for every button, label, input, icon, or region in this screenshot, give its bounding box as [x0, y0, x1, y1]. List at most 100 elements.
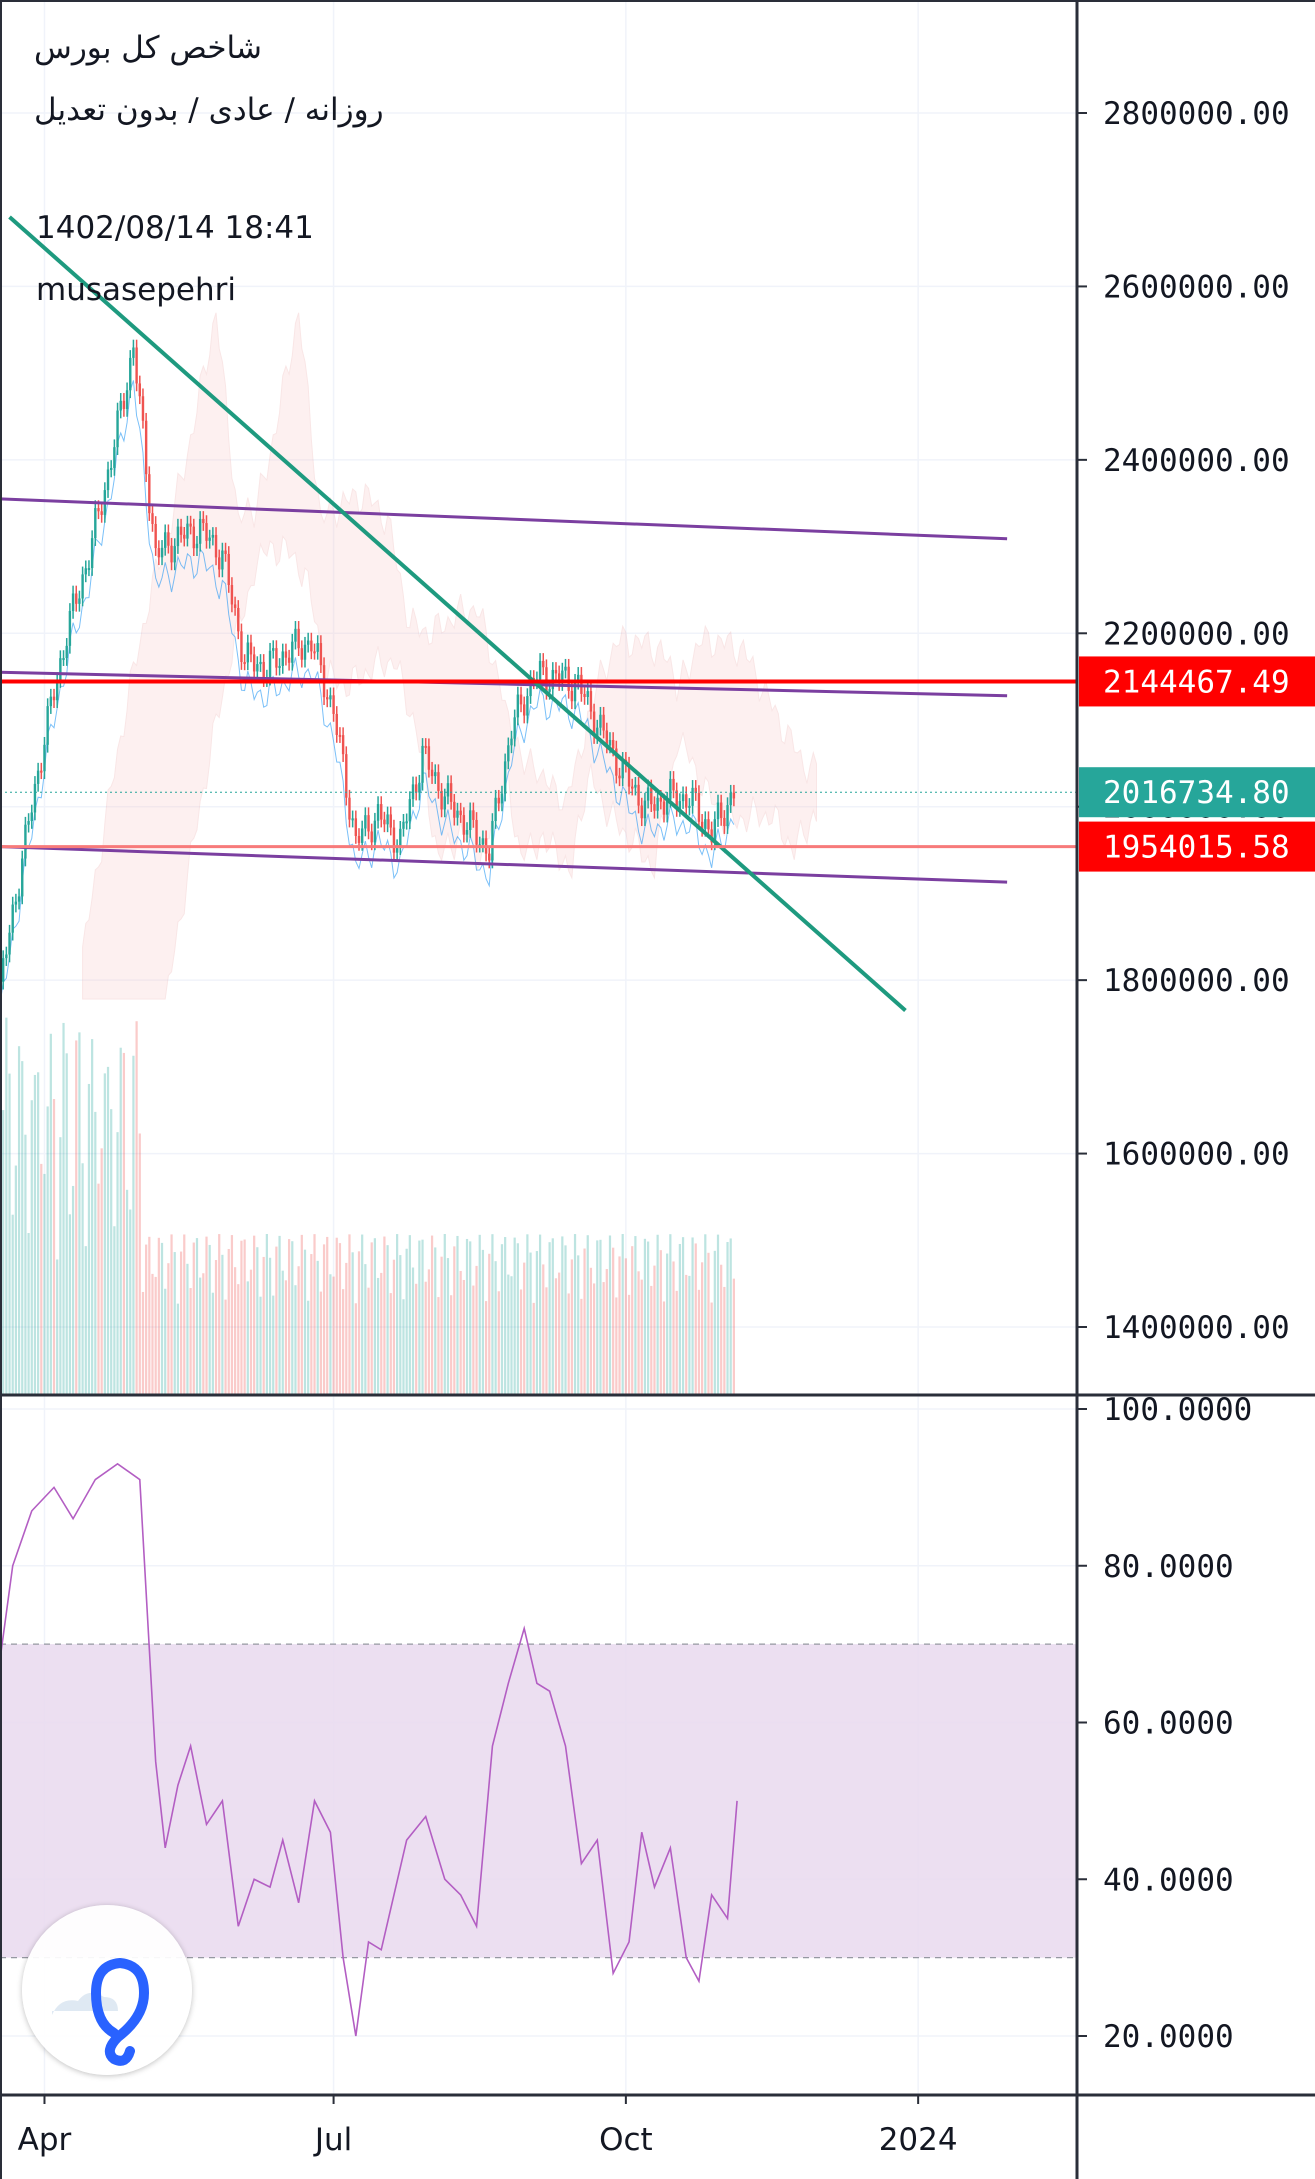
candle-body: [577, 674, 580, 682]
volume-bar: [348, 1234, 351, 1394]
volume-bar: [278, 1235, 281, 1394]
volume-bar: [516, 1243, 519, 1394]
candle-body: [507, 745, 510, 762]
candle-body: [237, 607, 240, 632]
volume-bar: [669, 1234, 672, 1394]
volume-bar: [443, 1234, 446, 1394]
volume-bar: [94, 1111, 97, 1394]
candle-body: [300, 648, 304, 660]
candle-body: [354, 818, 358, 836]
volume-bar: [580, 1298, 583, 1394]
volume-bar: [33, 1074, 37, 1394]
volume-bar: [176, 1303, 180, 1394]
volume-bar: [554, 1278, 558, 1394]
volume-bar: [592, 1283, 596, 1394]
volume-bar: [612, 1247, 615, 1394]
candle-body: [65, 645, 68, 659]
volume-bar: [500, 1244, 504, 1394]
volume-bar: [338, 1243, 342, 1394]
candle-body: [719, 802, 723, 818]
volume-bar: [577, 1255, 580, 1394]
candle-body: [357, 835, 361, 843]
volume-bar: [157, 1237, 160, 1394]
candle-body: [17, 896, 21, 902]
candle-body: [723, 817, 726, 827]
price-axis-tick-label: 2600000.00: [1103, 269, 1290, 305]
candle-body: [303, 644, 307, 660]
candle-body: [233, 604, 237, 608]
volume-bar: [494, 1261, 497, 1394]
volume-bar: [583, 1248, 586, 1394]
price-axis-tick-label: 2800000.00: [1103, 96, 1290, 132]
candle-body: [192, 526, 196, 549]
candle-body: [249, 642, 253, 655]
volume-bar: [688, 1275, 691, 1394]
candle-series[interactable]: [1, 339, 736, 990]
candle-body: [364, 815, 367, 829]
volume-bar: [548, 1242, 551, 1394]
candle-body: [243, 662, 246, 665]
volume-bar: [421, 1239, 424, 1394]
candle-body: [341, 735, 345, 755]
volume-bar: [246, 1281, 249, 1394]
drawn-levels[interactable]: [0, 215, 1077, 1012]
chart-timestamp: 1402/08/14 18:41: [36, 210, 314, 246]
candle-body: [275, 648, 278, 668]
volume-bar: [370, 1242, 373, 1394]
candle-body: [592, 711, 596, 737]
candle-body: [497, 797, 500, 804]
candle-body: [631, 786, 634, 789]
volume-bar: [227, 1248, 230, 1394]
volume-bar: [21, 1061, 24, 1394]
candle-body: [713, 819, 717, 843]
candle-body: [399, 828, 402, 848]
candle-body: [176, 526, 180, 547]
channel-line: [0, 497, 1008, 541]
candle-body: [481, 838, 485, 845]
candle-body: [59, 658, 62, 681]
candle-body: [380, 804, 383, 820]
volume-bar: [129, 1209, 132, 1394]
rsi-axis-tick-label: 60.0000: [1103, 1706, 1234, 1742]
last-price-badge-bg: [1079, 767, 1315, 818]
candle-body: [418, 782, 421, 793]
volume-bar: [103, 1073, 106, 1394]
volume-bar: [615, 1297, 618, 1394]
candle-body: [360, 828, 364, 843]
candle-body: [154, 523, 157, 549]
volume-bar: [284, 1280, 288, 1394]
volume-bar: [586, 1235, 589, 1394]
candle-body: [472, 810, 475, 820]
candle-body: [183, 534, 186, 539]
volume-bar: [65, 1053, 68, 1394]
candle-body: [141, 396, 145, 421]
volume-bar: [116, 1132, 119, 1394]
candle-body: [94, 508, 97, 539]
volume-bar: [681, 1237, 685, 1394]
volume-bar: [27, 1233, 30, 1394]
candle-body: [36, 770, 40, 784]
volume-bar: [545, 1287, 548, 1394]
volume-bar: [59, 1137, 62, 1394]
candle-body: [621, 759, 624, 779]
volume-bar: [424, 1281, 427, 1394]
volume-bar: [100, 1148, 103, 1394]
candle-body: [650, 787, 653, 805]
trendline: [8, 215, 907, 1012]
candle-body: [437, 772, 440, 791]
volume-bar: [373, 1238, 376, 1394]
tradingview-cloud-logo-icon[interactable]: [22, 1905, 192, 2075]
candle-body: [122, 400, 126, 409]
indicator-cloud: [0, 312, 817, 1006]
rsi-axis-tick-label: 40.0000: [1103, 1862, 1234, 1898]
candle-body: [370, 831, 373, 843]
candle-body: [424, 745, 427, 748]
volume-bar: [24, 1134, 27, 1394]
volume-bar: [504, 1237, 507, 1394]
volume-bar: [167, 1263, 170, 1394]
candle-body: [316, 643, 319, 652]
candle-body: [716, 802, 720, 820]
volume-bar: [526, 1234, 529, 1394]
